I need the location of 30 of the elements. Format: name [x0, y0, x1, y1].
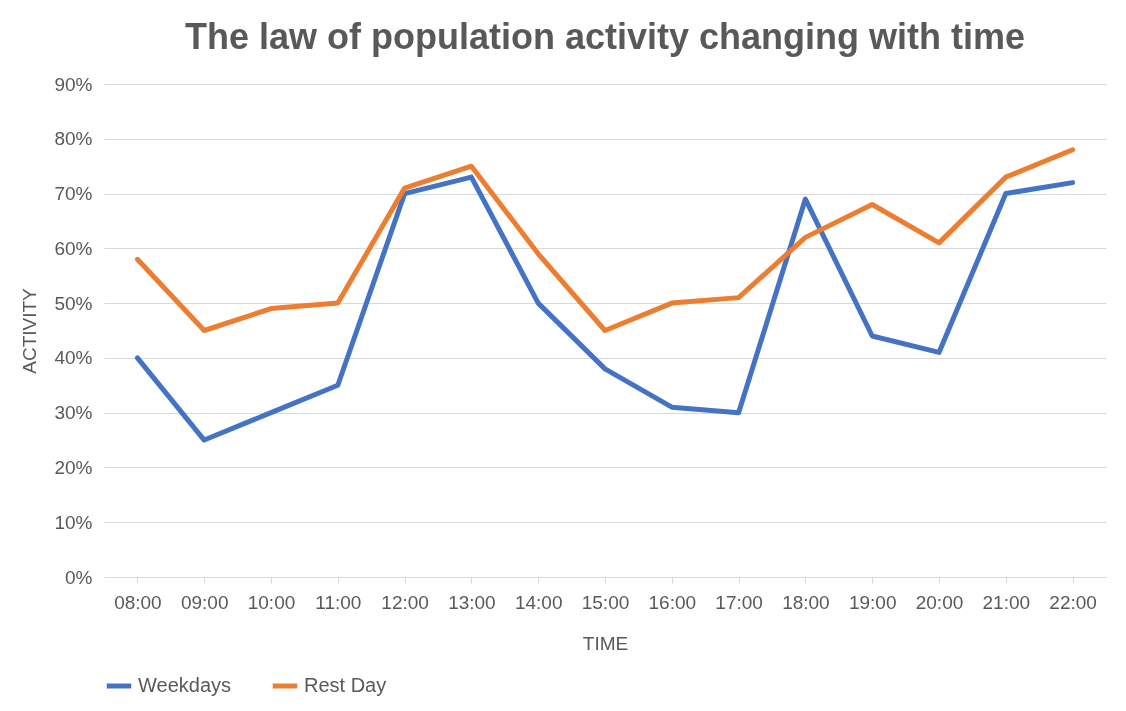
y-tick-label: 70% [54, 183, 93, 205]
x-tick-label: 20:00 [915, 591, 964, 613]
y-tick-label: 0% [65, 566, 93, 588]
y-tick-label: 80% [54, 128, 93, 150]
legend-label: Rest Day [304, 674, 387, 696]
y-tick-label: 20% [54, 456, 93, 478]
x-tick-label: 21:00 [982, 591, 1031, 613]
x-tick-label: 19:00 [848, 591, 897, 613]
x-tick-label: 16:00 [648, 591, 697, 613]
x-tick-label: 15:00 [581, 591, 630, 613]
chart-title: The law of population activity changing with time [184, 16, 1026, 57]
y-tick-label: 10% [54, 511, 93, 533]
y-axis-title: ACTIVITY [19, 287, 41, 374]
x-tick-label: 18:00 [782, 591, 830, 613]
x-tick-label: 09:00 [180, 591, 229, 613]
y-tick-label: 50% [54, 292, 93, 314]
x-tick-label: 17:00 [715, 591, 763, 613]
x-tick-label: 12:00 [381, 591, 429, 613]
x-tick-label: 11:00 [315, 591, 362, 613]
y-tick-label: 40% [54, 347, 93, 369]
y-tick-label: 60% [54, 237, 93, 259]
x-axis-title: TIME [582, 632, 629, 654]
x-tick-label: 14:00 [514, 591, 563, 613]
y-tick-label: 90% [54, 73, 93, 95]
x-tick-label: 08:00 [114, 591, 162, 613]
x-tick-label: 10:00 [247, 591, 296, 613]
x-tick-label: 22:00 [1049, 591, 1097, 613]
y-tick-label: 30% [54, 402, 93, 424]
x-tick-label: 13:00 [448, 591, 496, 613]
legend-label: Weekdays [138, 674, 232, 696]
